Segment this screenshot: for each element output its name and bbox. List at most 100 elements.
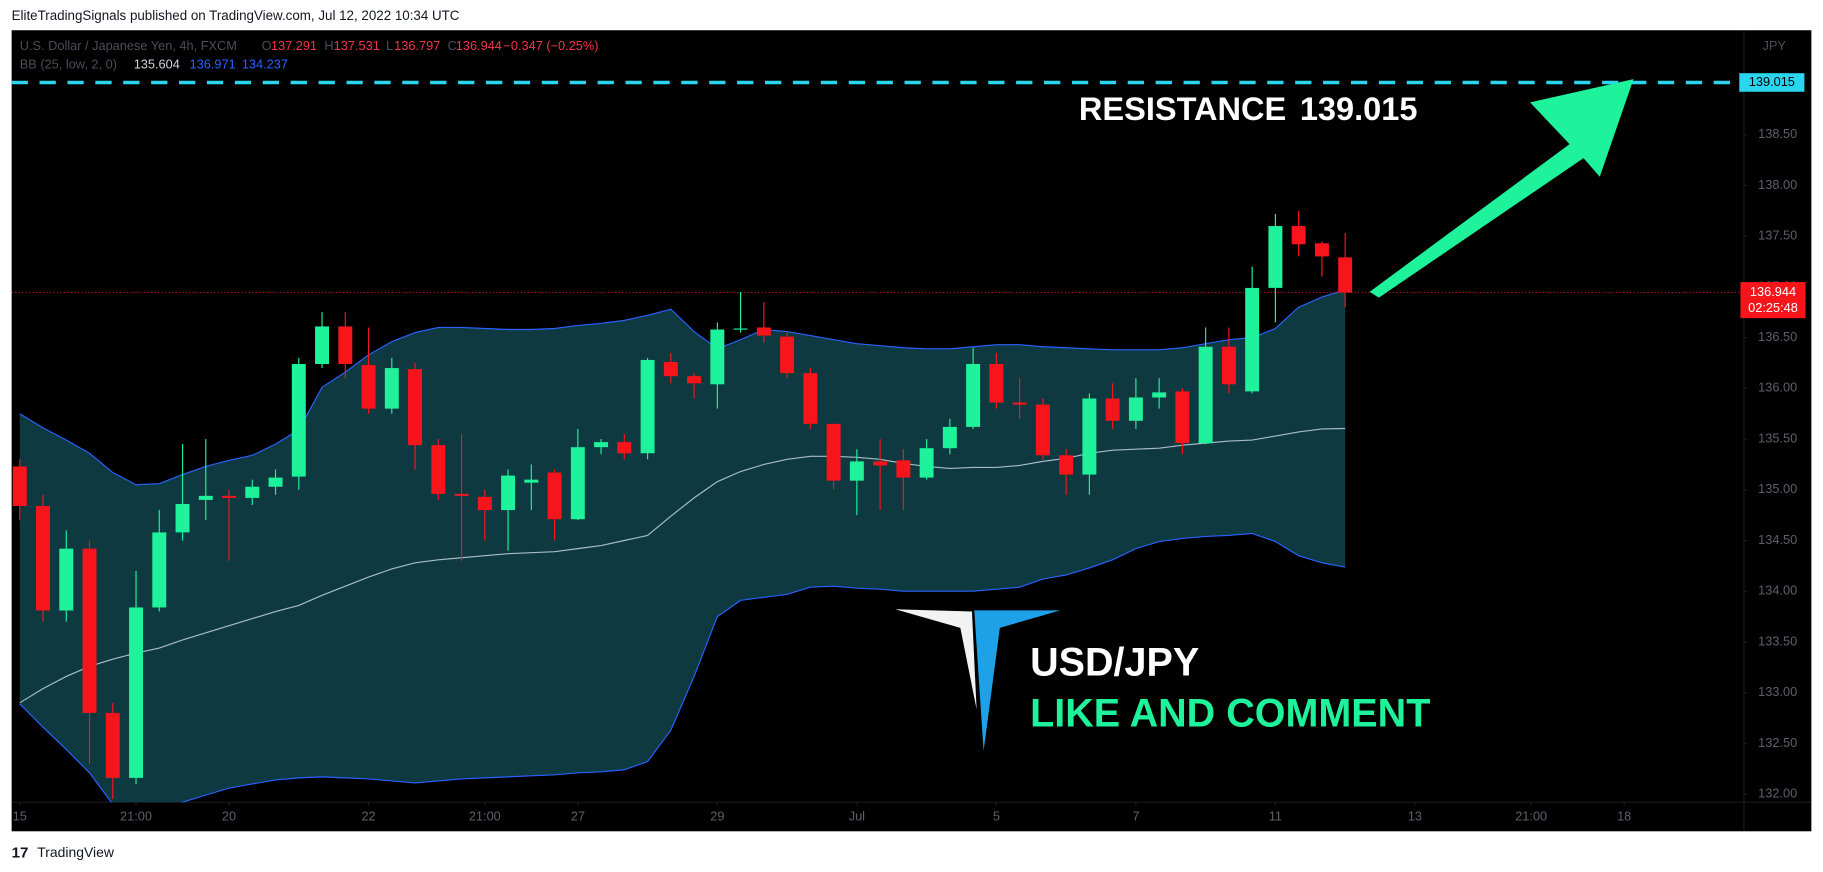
candle-body (1245, 287, 1260, 392)
candle-body (849, 461, 864, 481)
band-basis (19, 427, 1346, 704)
y-tick-label: 133.00 (1758, 684, 1797, 699)
footer-brand: TradingView (37, 844, 115, 860)
candle-body (989, 363, 1004, 403)
overlay: RESISTANCE 139.015 USD/JPY LIKE AND COMM… (13, 38, 1806, 824)
legend-indicator: BB (25, low, 2, 0) (20, 56, 117, 71)
x-tick-label: 22 (361, 809, 375, 824)
candle-body (1338, 257, 1353, 293)
y-tick-label: 135.50 (1758, 430, 1797, 445)
legend-change: −0.347 (−0.25%) (503, 38, 598, 53)
candle-body (454, 493, 469, 496)
candle-body (222, 495, 237, 498)
candle-body (408, 369, 423, 446)
resistance-value: 139.015 (1300, 91, 1418, 127)
candle-body (826, 423, 841, 481)
band-fill (19, 289, 1346, 803)
candle-body (1059, 455, 1074, 475)
arrow (1369, 79, 1634, 298)
candle-body (594, 442, 609, 448)
candle-body (710, 329, 725, 385)
resistance-tag (1739, 73, 1805, 92)
candle-body (1082, 398, 1097, 475)
publisher: EliteTradingSignals published on Trading… (12, 8, 460, 23)
x-tick-label: 27 (571, 809, 585, 824)
candle-body (59, 548, 74, 611)
candle-body (896, 460, 911, 478)
candle-body (524, 479, 539, 483)
y-tick-label: 138.50 (1758, 126, 1797, 141)
candle-body (1128, 397, 1143, 421)
y-tick-label: 136.00 (1758, 380, 1797, 395)
candle-body (919, 448, 934, 478)
legend-lower: 134.237 (242, 56, 288, 71)
legend-c: C (448, 38, 457, 53)
legend-upper: 136.971 (190, 56, 236, 71)
candle-body (1175, 391, 1190, 444)
candle-body (477, 496, 492, 511)
candle-body (1314, 243, 1329, 257)
candle-body (1035, 404, 1050, 456)
plot (11, 80, 1744, 803)
candle-body (663, 361, 678, 377)
x-tick-label: 18 (1617, 809, 1631, 824)
candle-body (129, 607, 144, 778)
candle-body (942, 426, 957, 449)
countdown-label: 02:25:48 (1748, 300, 1798, 315)
band-upper (19, 289, 1346, 486)
candle-body (1221, 346, 1236, 385)
logo-blue (974, 610, 1061, 752)
legend-basis: 135.604 (134, 56, 180, 71)
candle-body (780, 336, 795, 374)
candle-body (1012, 402, 1027, 405)
y-tick-label: 133.50 (1758, 633, 1797, 648)
candle-body (431, 445, 446, 494)
candle-body (384, 368, 399, 409)
x-tick-label: Jul (849, 809, 865, 824)
candle-body (175, 503, 190, 533)
candle-body (245, 486, 260, 498)
candle-body (36, 506, 50, 611)
candle-body (687, 376, 702, 384)
legend-close: 136.944 (456, 38, 502, 53)
x-tick-label: 13 (1408, 809, 1422, 824)
cta-label: LIKE AND COMMENT (1030, 692, 1430, 736)
footer-logo: 17 (12, 844, 29, 861)
pair-label: USD/JPY (1030, 640, 1199, 684)
candle-body (547, 472, 562, 520)
legend-h: H (324, 38, 333, 53)
candle-body (570, 447, 585, 520)
candle-body (803, 373, 818, 424)
candle-body (361, 365, 376, 409)
candle-body (733, 328, 748, 330)
legend-symbol: U.S. Dollar / Japanese Yen, 4h, FXCM (20, 38, 237, 53)
x-tick-label: 21:00 (1515, 809, 1547, 824)
x-tick-label: 11 (1269, 809, 1282, 824)
candle-body (873, 461, 888, 466)
x-tick-label: 29 (710, 809, 724, 824)
y-tick-label: 132.00 (1758, 785, 1797, 800)
y-tick-label: 136.50 (1758, 329, 1797, 344)
y-tick-label: 132.50 (1758, 735, 1797, 750)
x-tick-label: 21:00 (120, 809, 152, 824)
band-lower (19, 532, 1346, 803)
candle-body (198, 495, 213, 500)
footer: 17 TradingView (12, 844, 115, 861)
resistance-title: RESISTANCE (1079, 91, 1286, 127)
candle-body (1268, 226, 1283, 288)
legend-high: 137.531 (334, 38, 380, 53)
resistance-tag-label: 139.015 (1749, 74, 1795, 89)
candle-body (1291, 226, 1306, 245)
x-tick-label: 20 (222, 809, 236, 824)
y-tick-label: 134.50 (1758, 532, 1797, 547)
candle-body (756, 327, 771, 336)
x-tick-label: 5 (993, 809, 1000, 824)
candle-body (12, 466, 27, 507)
candle-body (315, 326, 330, 364)
last-price-tag (1740, 282, 1806, 319)
candle-body (640, 359, 655, 454)
candle-body (268, 477, 283, 487)
logo-white (895, 609, 977, 710)
